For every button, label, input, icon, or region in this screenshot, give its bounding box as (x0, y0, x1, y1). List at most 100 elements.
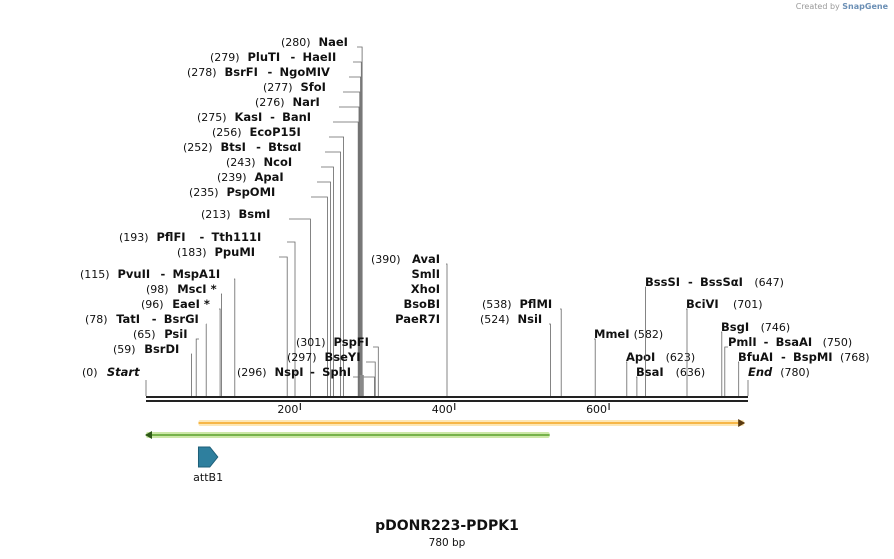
cut-line (325, 151, 341, 396)
site-position: (183) (177, 246, 207, 259)
site-bsgi[interactable]: BsgI (746) (721, 320, 790, 396)
site-nari[interactable]: (276) NarI (255, 95, 360, 396)
site-naei[interactable]: (280) NaeI (281, 35, 363, 396)
site-position: (524) (480, 313, 510, 326)
enzyme-name: SmlI (412, 267, 441, 281)
site-nsii[interactable]: (524) NsiI (480, 312, 551, 396)
enzyme-name: BsaI (636, 365, 664, 379)
enzyme-name: PspOMI (227, 185, 276, 199)
site-eaei[interactable]: (96) EaeI * (141, 297, 221, 396)
enzyme-name: PspFI (334, 335, 369, 349)
site-position: (301) (296, 336, 326, 349)
enzyme-name: NcoI (264, 155, 293, 169)
site-end[interactable]: End (780) (747, 365, 810, 396)
enzyme-name: Tth111I (212, 230, 262, 244)
enzyme-name: BtsI (221, 140, 246, 154)
site-pvuii[interactable]: (115) PvuII - MspA1I (80, 267, 236, 396)
cut-line (221, 293, 223, 396)
site-position: (252) (183, 141, 213, 154)
cut-line (333, 121, 359, 396)
site-start[interactable]: (0) Start (82, 365, 147, 396)
enzyme-name: ApoI (626, 350, 655, 364)
enzyme-name: MmeI (594, 327, 630, 341)
site-ncoi[interactable]: (243) NcoI (226, 155, 334, 396)
arrow-left-icon (145, 431, 152, 439)
enzyme-name: SfoI (301, 80, 326, 94)
site-bsmi[interactable]: (213) BsmI (201, 207, 311, 396)
site-position: (239) (217, 171, 247, 184)
enzyme-name: BsaAI (776, 335, 813, 349)
feature-orf-forward[interactable] (198, 419, 746, 427)
site-pflmi[interactable]: (538) PflMI (482, 297, 562, 396)
enzyme-name: ApaI (255, 170, 284, 184)
site-pluti[interactable]: (279) PluTI - HaeII (210, 50, 362, 396)
plasmid-linear-map: (0) Start(59) BsrDI(65) PsiI(78) TatI - BsrGI(… (80, 35, 870, 484)
enzyme-name: NgoMIV (280, 65, 330, 79)
feature-orf-reverse[interactable] (145, 431, 550, 439)
separator: - (310, 365, 315, 379)
site-bsssi[interactable]: BssSI - BssSαI (647) (645, 275, 784, 396)
site-position: (193) (119, 231, 149, 244)
enzyme-name: EaeI * (172, 297, 210, 311)
site-tati[interactable]: (78) TatI - BsrGI (85, 312, 207, 396)
site-ecop15i[interactable]: (256) EcoP15I (212, 125, 345, 396)
enzyme-name: BciVI (686, 297, 719, 311)
enzyme-name: AvaI (412, 252, 440, 266)
cut-line (287, 241, 296, 396)
site-bsrdi[interactable]: (59) BsrDI (113, 342, 192, 396)
site-psii[interactable]: (65) PsiI (133, 327, 199, 396)
site-pspfi[interactable]: (301) PspFI (296, 335, 379, 396)
enzyme-name: MspA1I (173, 267, 221, 281)
site-ppumi[interactable]: (183) PpuMI (177, 245, 288, 396)
site-bfuai[interactable]: BfuAI - BspMI (768) (738, 350, 870, 396)
site-bseyi[interactable]: (297) BseYI (287, 350, 376, 396)
separator: - (764, 335, 769, 349)
site-sfoi[interactable]: (277) SfoI (263, 80, 361, 396)
site-mmei[interactable]: MmeI (582) (594, 327, 663, 396)
site-position: (701) (733, 298, 763, 311)
site-position: (96) (141, 298, 164, 311)
site-apai[interactable]: (239) ApaI (217, 170, 331, 396)
cut-line (279, 256, 288, 396)
snapgene-credit: Created by SnapGene (796, 2, 888, 11)
site-pflfi[interactable]: (193) PflFI - Tth111I (119, 230, 296, 396)
cut-line (317, 181, 331, 396)
site-btsi[interactable]: (252) BtsI - BtsαI (183, 140, 341, 396)
enzyme-name: BanI (282, 110, 311, 124)
site-bsrfi[interactable]: (278) BsrFI - NgoMIV (187, 65, 362, 396)
enzyme-name: BsrGI (164, 312, 199, 326)
site-msci[interactable]: (98) MscI * (146, 282, 223, 396)
site-kasi[interactable]: (275) KasI - BanI (197, 110, 359, 396)
site-pmli[interactable]: PmlI - BsaAI (750) (724, 335, 852, 396)
site-position: (390) (371, 253, 401, 266)
site-position: (280) (281, 36, 311, 49)
enzyme-name: XhoI (411, 282, 440, 296)
enzyme-name: PmlI (728, 335, 757, 349)
feature-attb1[interactable]: attB1 (193, 446, 223, 484)
cut-line (373, 346, 379, 396)
site-pspomi[interactable]: (235) PspOMI (189, 185, 328, 396)
cut-line (724, 346, 728, 396)
site-apoi[interactable]: ApoI (623) (626, 350, 695, 396)
site-bcivi[interactable]: BciVI (701) (686, 297, 763, 396)
enzyme-name: BsoBI (403, 297, 440, 311)
site-position: (59) (113, 343, 136, 356)
site-nspi[interactable]: (296) NspI - SphI (237, 365, 375, 396)
ruler-label: 600 (586, 403, 607, 416)
site-position: (279) (210, 51, 240, 64)
site-position: (98) (146, 283, 169, 296)
site-position: (780) (780, 366, 810, 379)
site-cluster-mark (359, 375, 364, 396)
cut-line (560, 308, 562, 396)
cut-line (636, 376, 638, 396)
enzyme-name: NspI (275, 365, 304, 379)
cut-line (721, 331, 723, 396)
site-bsai[interactable]: BsaI (636) (636, 365, 705, 396)
cut-line (321, 166, 334, 396)
enzyme-name: BsmI (239, 207, 271, 221)
cut-line (219, 308, 221, 396)
separator: - (291, 50, 296, 64)
separator: - (270, 110, 275, 124)
cut-line (446, 263, 448, 396)
